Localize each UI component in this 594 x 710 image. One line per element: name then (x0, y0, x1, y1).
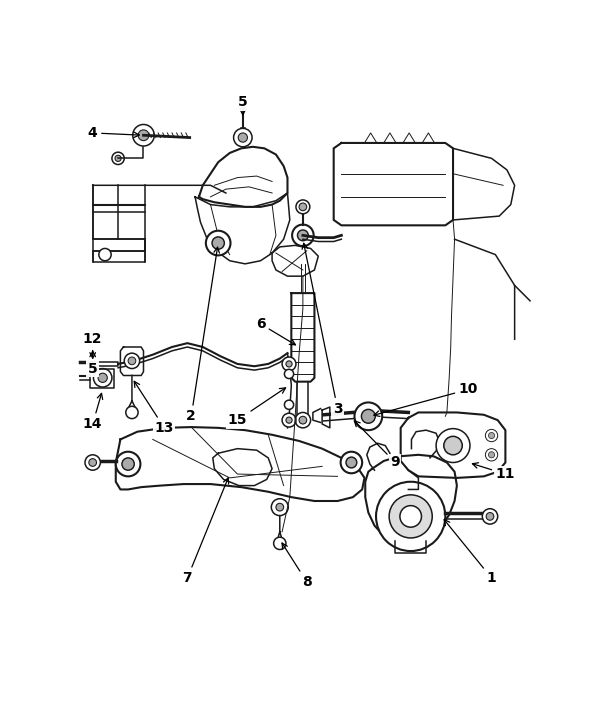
Circle shape (488, 432, 495, 439)
Text: 5: 5 (88, 351, 97, 376)
Circle shape (115, 155, 121, 161)
Circle shape (98, 373, 108, 383)
Circle shape (274, 537, 286, 550)
Circle shape (292, 224, 314, 246)
Circle shape (99, 248, 111, 261)
Text: 10: 10 (374, 383, 478, 416)
Circle shape (299, 203, 307, 211)
Circle shape (89, 459, 96, 466)
Text: 1: 1 (444, 520, 497, 585)
Text: 5: 5 (238, 95, 248, 115)
Circle shape (444, 437, 462, 455)
Text: 13: 13 (134, 381, 174, 435)
Circle shape (436, 429, 470, 462)
Circle shape (282, 357, 296, 371)
Circle shape (485, 430, 498, 442)
Circle shape (346, 457, 357, 468)
Circle shape (282, 413, 296, 427)
Text: 8: 8 (282, 543, 312, 589)
Circle shape (285, 400, 293, 410)
Circle shape (85, 455, 100, 470)
Circle shape (485, 449, 498, 461)
Circle shape (112, 152, 124, 165)
Circle shape (482, 508, 498, 524)
Circle shape (271, 498, 288, 515)
Circle shape (138, 130, 149, 141)
Circle shape (276, 503, 284, 511)
Text: 2: 2 (187, 247, 219, 423)
Circle shape (295, 413, 311, 428)
Circle shape (355, 403, 382, 430)
Circle shape (93, 368, 112, 387)
Circle shape (340, 452, 362, 474)
Circle shape (298, 230, 308, 241)
Circle shape (126, 406, 138, 419)
Text: 12: 12 (83, 332, 102, 359)
Text: 14: 14 (83, 393, 103, 431)
Text: 15: 15 (228, 388, 286, 427)
Circle shape (233, 129, 252, 147)
Circle shape (124, 353, 140, 368)
Circle shape (128, 357, 136, 365)
Circle shape (488, 452, 495, 458)
Text: 7: 7 (182, 478, 229, 585)
Circle shape (116, 452, 140, 476)
Circle shape (238, 133, 248, 142)
Text: 6: 6 (256, 317, 295, 345)
Circle shape (296, 200, 310, 214)
Text: 4: 4 (88, 126, 140, 140)
Circle shape (286, 361, 292, 367)
Text: 11: 11 (472, 463, 515, 481)
Circle shape (389, 495, 432, 538)
Circle shape (285, 369, 293, 378)
Circle shape (486, 513, 494, 520)
Circle shape (132, 124, 154, 146)
Circle shape (361, 410, 375, 423)
Circle shape (212, 237, 225, 249)
Circle shape (299, 416, 307, 424)
Circle shape (122, 458, 134, 470)
Circle shape (400, 506, 422, 528)
Circle shape (206, 231, 230, 256)
Text: 3: 3 (302, 244, 342, 415)
Text: 9: 9 (355, 421, 400, 469)
Circle shape (376, 482, 446, 551)
Circle shape (286, 417, 292, 423)
